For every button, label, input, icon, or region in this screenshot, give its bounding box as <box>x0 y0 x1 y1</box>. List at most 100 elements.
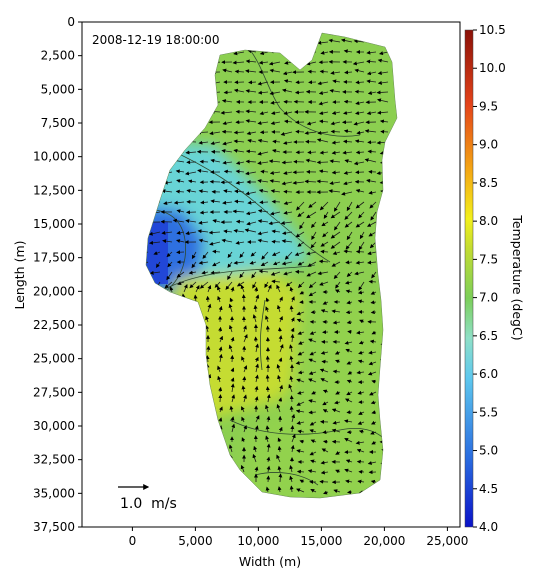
velocity-arrow <box>277 486 282 493</box>
velocity-arrow <box>218 386 223 393</box>
velocity-arrow <box>366 111 377 116</box>
velocity-arrow <box>177 281 185 286</box>
velocity-arrow <box>198 189 209 194</box>
x-tick-label: 10,000 <box>237 534 279 548</box>
velocity-arrow <box>268 159 281 164</box>
velocity-arrow <box>294 90 305 95</box>
velocity-arrow <box>289 355 294 363</box>
velocity-arrow <box>186 188 197 193</box>
colorbar-tick-label: 6.0 <box>479 367 498 381</box>
velocity-arrow <box>306 271 317 277</box>
velocity-arrow <box>161 230 173 235</box>
velocity-arrow <box>333 201 341 212</box>
velocity-arrow <box>289 286 294 293</box>
velocity-arrow <box>278 397 283 403</box>
colorbar-tick-label: 7.0 <box>479 291 498 305</box>
velocity-arrow <box>356 130 365 135</box>
velocity-arrow <box>245 211 257 216</box>
velocity-arrow <box>272 261 281 266</box>
velocity-arrow <box>241 406 245 413</box>
colorbar-tick-label: 5.0 <box>479 444 498 458</box>
velocity-arrow <box>266 475 271 483</box>
velocity-arrow <box>306 121 317 126</box>
velocity-arrow <box>332 369 341 374</box>
velocity-arrow <box>308 338 317 343</box>
velocity-arrow <box>347 370 353 375</box>
velocity-arrow <box>217 295 221 303</box>
velocity-arrow <box>231 394 236 403</box>
velocity-arrow <box>283 210 293 215</box>
velocity-arrow <box>206 345 211 353</box>
velocity-arrow <box>306 61 317 66</box>
velocity-arrow <box>281 160 293 165</box>
velocity-arrow <box>265 404 269 413</box>
velocity-arrow <box>289 344 293 353</box>
velocity-arrow <box>241 356 245 363</box>
velocity-arrow <box>309 351 317 356</box>
velocity-arrow <box>370 300 377 305</box>
velocity-arrow <box>247 49 257 53</box>
velocity-arrow <box>219 406 223 413</box>
velocity-arrow <box>357 359 365 364</box>
colorbar-tick-label: 7.5 <box>479 252 498 266</box>
velocity-arrow <box>242 376 247 383</box>
velocity-arrow <box>347 329 353 334</box>
velocity-arrow <box>298 341 305 345</box>
velocity-arrow <box>333 271 341 279</box>
velocity-arrow <box>271 229 281 234</box>
velocity-arrow <box>253 445 258 453</box>
velocity-arrow <box>306 211 317 219</box>
y-tick-label: 37,500 <box>33 520 75 534</box>
velocity-arrow <box>222 68 233 73</box>
velocity-arrow <box>308 201 317 208</box>
velocity-arrow <box>243 333 248 343</box>
velocity-arrow <box>355 80 365 85</box>
velocity-arrow <box>229 405 234 413</box>
velocity-arrow <box>220 110 233 115</box>
velocity-arrow <box>191 261 197 269</box>
velocity-arrow <box>334 400 341 405</box>
velocity-arrow <box>311 390 317 395</box>
velocity-arrow <box>329 159 341 164</box>
velocity-arrow <box>343 170 353 175</box>
velocity-arrow <box>354 68 365 73</box>
velocity-arrow <box>222 160 233 165</box>
velocity-arrow <box>323 211 329 219</box>
velocity-arrow <box>333 489 341 493</box>
velocity-arrow <box>320 50 329 55</box>
velocity-arrow <box>245 59 257 64</box>
velocity-arrow <box>166 251 173 258</box>
velocity-arrow <box>334 350 341 355</box>
velocity-arrow <box>264 281 269 288</box>
velocity-arrow <box>366 221 377 227</box>
velocity-arrow <box>266 443 271 453</box>
velocity-arrow <box>271 111 281 115</box>
velocity-arrow <box>320 249 329 254</box>
velocity-arrow <box>335 281 341 289</box>
velocity-arrow <box>310 439 317 444</box>
x-tick-label: 20,000 <box>363 534 405 548</box>
velocity-arrow <box>370 291 377 295</box>
velocity-arrow <box>271 279 281 284</box>
velocity-arrow <box>331 170 341 175</box>
velocity-arrow <box>246 131 257 136</box>
velocity-arrow <box>257 161 269 166</box>
velocity-arrow <box>356 459 365 464</box>
velocity-arrow <box>281 261 293 266</box>
velocity-arrow <box>167 261 173 268</box>
velocity-arrow <box>329 181 341 186</box>
velocity-arrow <box>266 394 271 403</box>
x-tick-label: 15,000 <box>300 534 342 548</box>
velocity-arrow <box>265 486 270 493</box>
velocity-arrow <box>299 439 305 444</box>
velocity-arrow <box>353 39 365 44</box>
velocity-arrow <box>318 259 329 264</box>
velocity-arrow <box>344 468 353 473</box>
velocity-arrow <box>271 239 281 244</box>
velocity-arrow <box>270 100 281 105</box>
velocity-arrow <box>212 261 221 267</box>
velocity-arrow <box>355 440 365 445</box>
velocity-arrow <box>331 150 341 155</box>
velocity-arrow <box>292 180 305 185</box>
velocity-arrow <box>200 200 209 205</box>
